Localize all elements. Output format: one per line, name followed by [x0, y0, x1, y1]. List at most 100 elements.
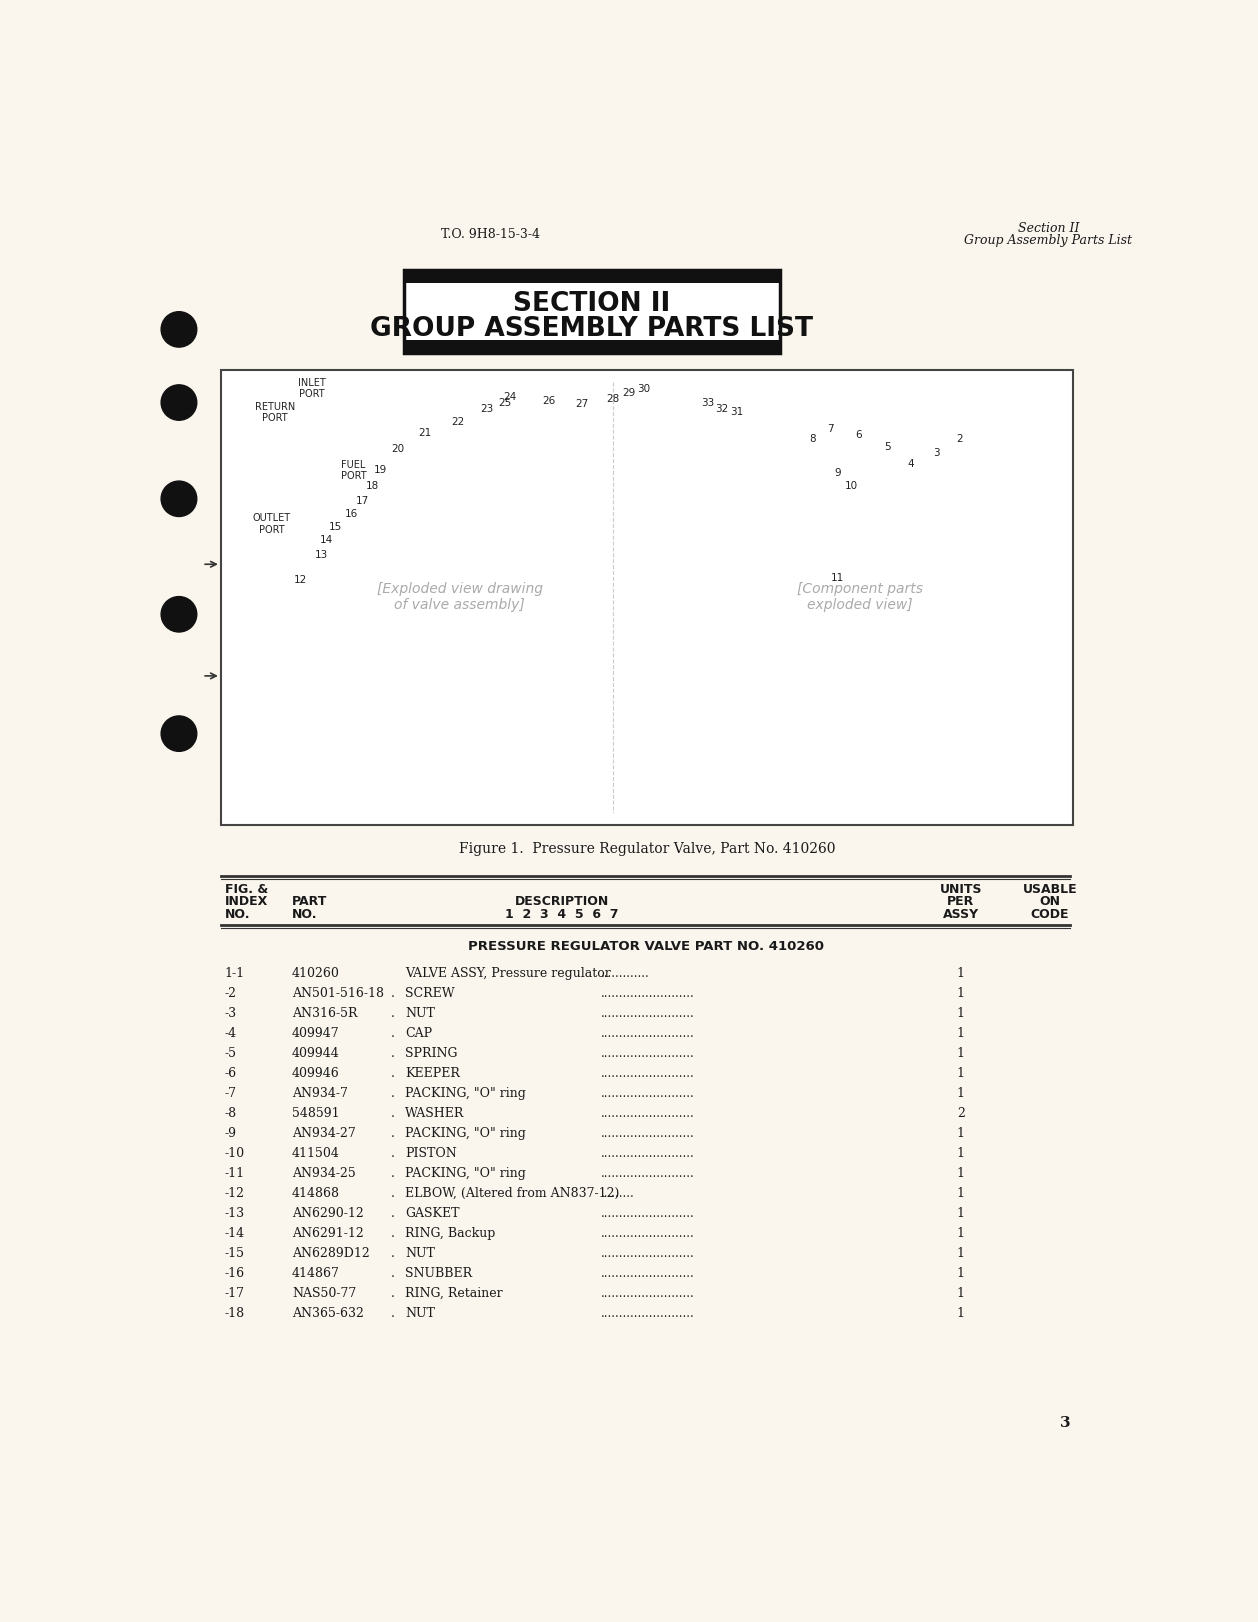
Text: 1: 1 [957, 1166, 965, 1179]
Text: 1: 1 [957, 1046, 965, 1059]
Text: -16: -16 [225, 1267, 245, 1280]
Text: 18: 18 [366, 480, 380, 491]
Text: RETURN
PORT: RETURN PORT [255, 402, 296, 423]
Text: .: . [391, 1046, 395, 1059]
Text: .: . [391, 1267, 395, 1280]
Text: -15: -15 [225, 1247, 244, 1260]
Text: .........................: ......................... [600, 1106, 694, 1119]
Text: OUTLET
PORT: OUTLET PORT [253, 514, 291, 535]
Text: 414868: 414868 [292, 1187, 340, 1200]
Text: 21: 21 [418, 428, 431, 438]
Text: 23: 23 [481, 404, 493, 414]
Text: .........................: ......................... [600, 1147, 694, 1160]
Text: 5: 5 [884, 443, 891, 453]
Text: .............: ............. [600, 967, 649, 980]
Text: 1: 1 [957, 1147, 965, 1160]
Text: -13: -13 [225, 1207, 245, 1220]
Text: .........................: ......................... [600, 1027, 694, 1040]
Text: 2: 2 [956, 435, 962, 444]
Text: INLET
PORT: INLET PORT [298, 378, 326, 399]
Text: 409946: 409946 [292, 1067, 340, 1080]
Text: -4: -4 [225, 1027, 237, 1040]
Text: 31: 31 [731, 407, 743, 417]
Text: 10: 10 [844, 480, 858, 491]
Bar [221, 370, 1073, 824]
Text: SNUBBER: SNUBBER [405, 1267, 472, 1280]
Text: PACKING, "O" ring: PACKING, "O" ring [405, 1087, 526, 1100]
Text: 30: 30 [638, 384, 650, 394]
Text: AN6289D12: AN6289D12 [292, 1247, 370, 1260]
Circle shape [161, 482, 196, 516]
Text: 1: 1 [957, 1207, 965, 1220]
Text: .........................: ......................... [600, 1166, 694, 1179]
Text: -18: -18 [225, 1307, 245, 1320]
Text: .........................: ......................... [600, 1067, 694, 1080]
Text: -5: -5 [225, 1046, 237, 1059]
Text: ON: ON [1039, 895, 1060, 908]
Circle shape [161, 311, 196, 347]
Text: [Component parts
exploded view]: [Component parts exploded view] [798, 582, 923, 613]
Text: 33: 33 [701, 397, 715, 407]
Text: .........................: ......................... [600, 1247, 694, 1260]
Text: AN365-632: AN365-632 [292, 1307, 364, 1320]
Text: .........................: ......................... [600, 1286, 694, 1299]
Text: -8: -8 [225, 1106, 237, 1119]
Text: [Exploded view drawing
of valve assembly]: [Exploded view drawing of valve assembly… [376, 582, 542, 613]
Circle shape [161, 597, 196, 633]
Text: 32: 32 [715, 404, 728, 414]
Text: AN501-516-18: AN501-516-18 [292, 986, 384, 999]
Text: AN6290-12: AN6290-12 [292, 1207, 364, 1220]
Text: SPRING: SPRING [405, 1046, 458, 1059]
Text: -14: -14 [225, 1226, 245, 1239]
Text: 27: 27 [575, 399, 589, 409]
Text: .........................: ......................... [600, 1046, 694, 1059]
Text: RING, Backup: RING, Backup [405, 1226, 496, 1239]
Text: INDEX: INDEX [225, 895, 268, 908]
Text: PISTON: PISTON [405, 1147, 457, 1160]
Text: 548591: 548591 [292, 1106, 340, 1119]
Text: -7: -7 [225, 1087, 237, 1100]
Text: -12: -12 [225, 1187, 244, 1200]
Text: .: . [391, 1127, 395, 1140]
Text: 29: 29 [621, 388, 635, 397]
Text: -2: -2 [225, 986, 237, 999]
Text: .: . [391, 1147, 395, 1160]
Text: .........................: ......................... [600, 1127, 694, 1140]
Text: .: . [391, 1286, 395, 1299]
Text: 411504: 411504 [292, 1147, 340, 1160]
Text: SECTION II: SECTION II [513, 290, 671, 316]
Text: 1: 1 [957, 1067, 965, 1080]
Text: .: . [391, 1226, 395, 1239]
Text: NO.: NO. [292, 908, 317, 921]
Text: -17: -17 [225, 1286, 244, 1299]
Text: .: . [391, 1087, 395, 1100]
Circle shape [161, 715, 196, 751]
Text: 8: 8 [809, 435, 815, 444]
Text: 25: 25 [498, 397, 511, 407]
Text: 16: 16 [345, 509, 357, 519]
Text: 3: 3 [1059, 1416, 1071, 1429]
Text: -6: -6 [225, 1067, 237, 1080]
Text: 1: 1 [957, 1226, 965, 1239]
Circle shape [161, 384, 196, 420]
Text: AN934-25: AN934-25 [292, 1166, 356, 1179]
Text: 409944: 409944 [292, 1046, 340, 1059]
Text: PACKING, "O" ring: PACKING, "O" ring [405, 1127, 526, 1140]
Text: .: . [391, 986, 395, 999]
Text: .: . [391, 1307, 395, 1320]
Text: -11: -11 [225, 1166, 245, 1179]
Text: .........................: ......................... [600, 1226, 694, 1239]
Text: 414867: 414867 [292, 1267, 340, 1280]
Text: 6: 6 [855, 430, 862, 440]
Text: DESCRIPTION: DESCRIPTION [515, 895, 609, 908]
Text: 7: 7 [827, 425, 833, 435]
Text: WASHER: WASHER [405, 1106, 464, 1119]
Text: 409947: 409947 [292, 1027, 340, 1040]
Text: 1: 1 [957, 1286, 965, 1299]
Text: 9: 9 [834, 469, 842, 478]
Text: 4: 4 [907, 459, 913, 469]
Text: 12: 12 [294, 574, 307, 584]
Text: FUEL
PORT: FUEL PORT [341, 459, 366, 482]
Text: PER: PER [947, 895, 975, 908]
Text: NAS50-77: NAS50-77 [292, 1286, 356, 1299]
